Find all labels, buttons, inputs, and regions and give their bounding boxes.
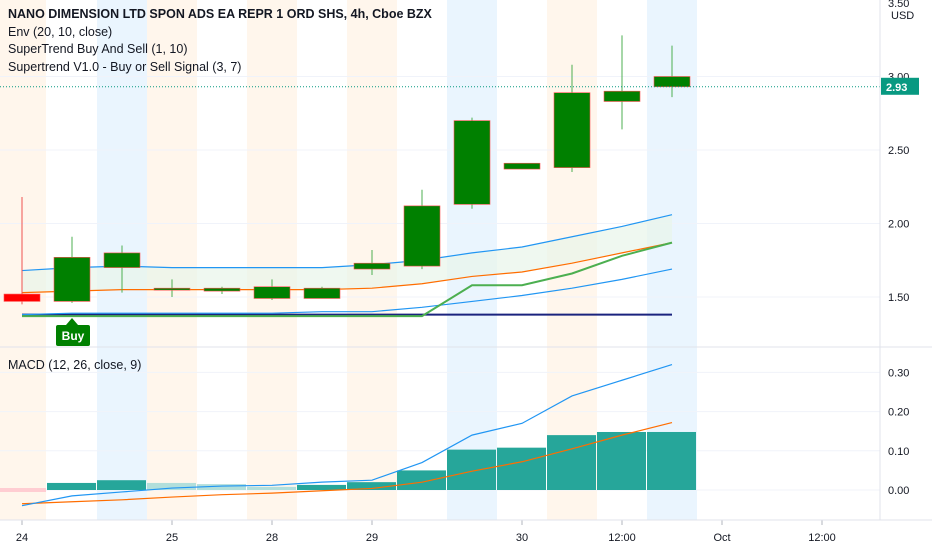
candle-body-12 <box>603 90 641 102</box>
indicator-macd[interactable]: MACD (12, 26, close, 9) <box>8 358 142 372</box>
price-tick-2: 2.50 <box>888 145 909 157</box>
candle-body-0 <box>3 293 41 302</box>
macd-hist-bar-2 <box>97 480 146 490</box>
candle-body-4 <box>203 287 241 292</box>
macd-tick-0: 0.00 <box>888 485 909 497</box>
macd-hist-bar-5 <box>247 486 296 490</box>
session-band-0 <box>0 0 46 520</box>
macd-hist-neg-0 <box>0 488 46 492</box>
macd-hist-bar-11 <box>547 435 596 490</box>
macd-hist-bar-1 <box>47 482 96 490</box>
indicator-supertrend-1[interactable]: SuperTrend Buy And Sell (1, 10) <box>8 42 188 56</box>
currency-label[interactable]: USD <box>891 10 914 22</box>
envelope-basis-line <box>21 242 673 294</box>
candles <box>3 35 691 305</box>
macd-line <box>21 363 673 507</box>
time-tick-4: 30 <box>516 532 528 544</box>
macd-tick-1: 0.10 <box>888 446 909 458</box>
price-axis: 1.502.002.503.002.93 <box>0 72 919 304</box>
macd-hist-bar-7 <box>347 482 396 490</box>
indicator-env[interactable]: Env (20, 10, close) <box>8 25 113 39</box>
candle-body-6 <box>303 287 341 299</box>
current-price-text: 2.93 <box>886 82 907 94</box>
grid <box>0 76 880 491</box>
envelope <box>21 214 673 318</box>
time-tick-5: 12:00 <box>608 532 636 544</box>
macd-hist-bar-9 <box>447 449 496 490</box>
macd-hist-bar-10 <box>497 447 546 490</box>
macd-pane: 0.00 0.10 0.20 0.30 <box>0 363 909 507</box>
macd-hist-bar-13 <box>647 431 696 490</box>
macd-tick-2: 0.20 <box>888 407 909 419</box>
supertrend-line <box>22 241 673 318</box>
macd-hist-bar-6 <box>297 484 346 490</box>
session-band-3 <box>247 0 297 520</box>
candle-body-1 <box>53 257 91 302</box>
time-tick-6: Oct <box>713 532 730 544</box>
time-tick-1: 25 <box>166 532 178 544</box>
buy-label-text: Buy <box>62 329 85 343</box>
price-tick-0: 1.50 <box>888 292 909 304</box>
candle-body-5 <box>253 286 291 299</box>
candle-body-13 <box>653 76 691 88</box>
candle-body-7 <box>353 262 391 270</box>
current-price-badge <box>881 77 919 95</box>
time-tick-0: 24 <box>16 532 28 544</box>
macd-hist-bar-8 <box>397 470 446 490</box>
macd-hist-bar-3 <box>147 482 196 490</box>
time-tick-3: 29 <box>366 532 378 544</box>
time-axis: 24 25 28 29 30 12:00 Oct 12:00 <box>16 520 836 544</box>
buy-signal-label: Buy <box>56 318 90 346</box>
macd-tick-3: 0.30 <box>888 367 909 379</box>
price-tick-1: 2.00 <box>888 219 909 231</box>
session-band-2 <box>147 0 197 520</box>
candle-body-10 <box>503 162 541 170</box>
candle-body-3 <box>153 287 191 291</box>
symbol-title[interactable]: NANO DIMENSION LTD SPON ADS EA REPR 1 OR… <box>8 7 432 21</box>
macd-signal-line <box>21 421 673 505</box>
macd-hist-bar-4 <box>197 484 246 490</box>
candle-body-9 <box>453 120 491 205</box>
envelope-lower-line <box>21 268 673 316</box>
price-tick-top: 3.50 <box>888 0 909 10</box>
time-tick-7: 12:00 <box>808 532 836 544</box>
candle-body-11 <box>553 92 591 168</box>
candle-body-8 <box>403 205 441 267</box>
indicator-supertrend-2[interactable]: Supertrend V1.0 - Buy or Sell Signal (3,… <box>8 60 242 74</box>
candle-body-2 <box>103 252 141 268</box>
time-tick-2: 28 <box>266 532 278 544</box>
macd-hist-bar-12 <box>597 431 646 490</box>
